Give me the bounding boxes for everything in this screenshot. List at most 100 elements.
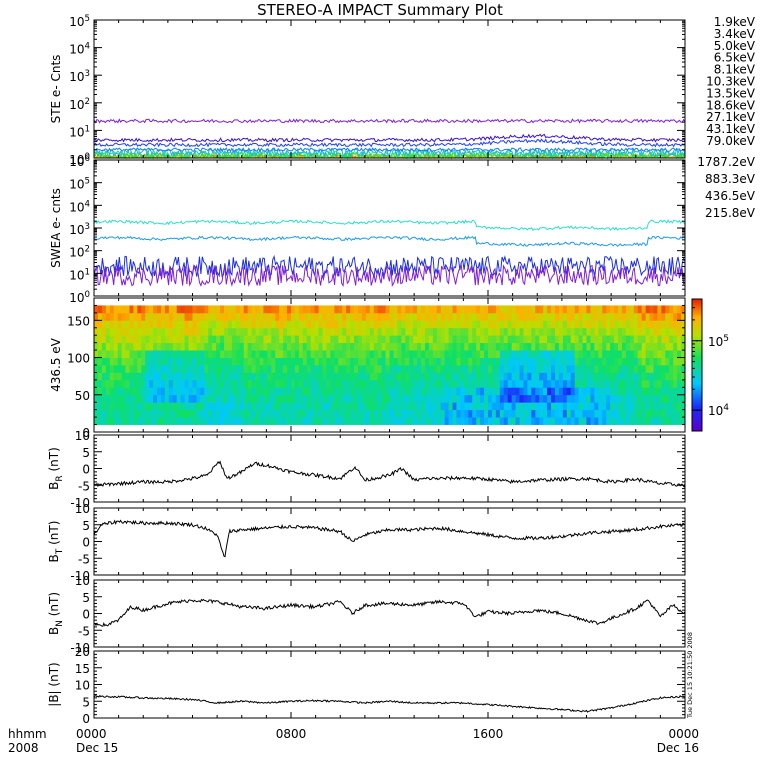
heatmap-cell [507,394,513,403]
heatmap-cell [602,335,607,344]
heatmap-cell [558,372,564,381]
heatmap-cell [421,379,426,388]
heatmap-cell [361,305,367,314]
heatmap-cell [373,387,379,396]
heatmap-cell [491,365,497,373]
heatmap-cell [385,417,390,425]
legend-label-ste: 1.9keV [714,15,756,29]
heatmap-cell [369,342,375,351]
heatmap-cell [330,350,335,358]
heatmap-cell [354,402,359,411]
heatmap-cell [472,342,477,351]
heatmap-cell [172,342,178,351]
plot-title: STEREO-A IMPACT Summary Plot [257,1,503,19]
heatmap-cell [94,417,99,425]
heatmap-cell [562,402,568,411]
heatmap-cell [677,312,682,321]
heatmap-cell [220,402,225,411]
heatmap-cell [326,342,331,351]
heatmap-cell [129,387,134,396]
heatmap-cell [397,417,402,425]
y-tick-label: 100 [67,352,90,366]
heatmap-cell [117,312,122,321]
heatmap-cell [629,409,635,418]
heatmap-cell [621,350,627,358]
heatmap-cell [129,402,134,411]
heatmap-cell [554,320,560,329]
heatmap-cell [507,357,513,366]
heatmap-cell [381,387,386,396]
heatmap-cell [263,394,268,403]
heatmap-cell [649,394,654,403]
heatmap-cell [440,365,446,373]
heatmap-cell [231,365,237,373]
heatmap-cell [397,387,402,396]
heatmap-cell [432,357,438,366]
heatmap-cell [275,350,280,358]
heatmap-cell [361,357,367,366]
heatmap-cell [377,320,383,329]
heatmap-cell [361,320,367,329]
heatmap-cell [302,409,308,418]
heatmap-cell [436,312,442,321]
heatmap-cell [566,387,572,396]
heatmap-cell [428,305,434,314]
heatmap-cell [681,365,686,373]
heatmap-cell [547,357,552,366]
heatmap-cell [164,342,170,351]
heatmap-cell [255,402,260,411]
heatmap-cell [452,394,457,403]
heatmap-cell [208,350,213,358]
heatmap-cell [413,335,418,344]
heatmap-cell [456,409,461,418]
heatmap-cell [665,402,670,411]
heatmap-cell [243,335,249,344]
heatmap-cell [231,335,237,344]
heatmap-cell [298,379,304,388]
heatmap-cell [294,417,300,425]
heatmap-cell [204,409,209,418]
heatmap-cell [582,417,587,425]
heatmap-cell [354,379,359,388]
heatmap-cell [409,372,414,381]
heatmap-cell [440,387,446,396]
heatmap-cell [365,409,371,418]
heatmap-cell [322,402,327,411]
x-tick-label: 0000 [668,727,699,741]
heatmap-cell [586,357,591,366]
heatmap-cell [361,335,367,344]
x-tick-label: 0000 [76,727,107,741]
heatmap-cell [338,305,343,314]
heatmap-cell [346,320,351,329]
legend-label-ste: 18.6keV [706,98,756,112]
heatmap-cell [176,342,182,351]
heatmap-cell [417,350,422,358]
heatmap-cell [480,379,485,388]
heatmap-cell [117,387,122,396]
heatmap-cell [503,365,509,373]
heatmap-cell [346,417,351,425]
heatmap-cell [574,342,580,351]
heatmap-cell [216,379,221,388]
heatmap-cell [271,342,276,351]
heatmap-cell [97,387,103,396]
heatmap-cell [294,365,300,373]
heatmap-cell [247,335,252,344]
heatmap-cell [180,372,186,381]
heatmap-cell [346,409,351,418]
y-tick-label: 0 [82,608,90,622]
legend-label-ste: 3.4keV [714,27,756,41]
heatmap-cell [554,357,560,366]
heatmap-cell [247,305,252,314]
heatmap-cell [310,379,316,388]
heatmap-cell [160,335,166,344]
heatmap-cell [511,350,516,358]
heatmap-cell [145,350,150,358]
heatmap-cell [657,305,662,314]
heatmap-cell [109,312,115,321]
heatmap-cell [405,357,410,366]
y-tick-label: 102 [69,97,90,112]
heatmap-cell [409,312,414,321]
heatmap-cell [633,409,639,418]
heatmap-cell [393,365,398,373]
